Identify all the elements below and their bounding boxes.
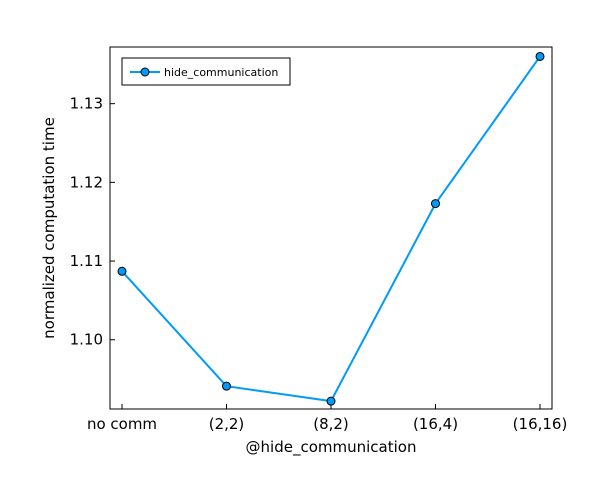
legend-marker <box>140 67 150 77</box>
y-axis-ticks: 1.10 1.11 1.12 1.13 <box>70 95 115 349</box>
x-tick-label: (2,2) <box>209 415 245 433</box>
y-tick-label: 1.10 <box>70 331 103 349</box>
data-point <box>431 199 440 209</box>
y-tick-label: 1.13 <box>70 95 103 113</box>
series-layer <box>117 51 545 406</box>
x-axis-ticks: no comm (2,2) (8,2) (16,4) (16,16) <box>87 404 567 433</box>
y-tick-label: 1.12 <box>70 173 103 191</box>
data-point <box>535 51 545 61</box>
legend-label: hide_communication <box>164 66 278 79</box>
data-point <box>222 381 231 391</box>
x-tick-label: (8,2) <box>313 415 349 433</box>
x-axis-label: @hide_communication <box>246 438 417 457</box>
data-point <box>117 266 127 276</box>
legend: hide_communication <box>121 57 291 86</box>
x-tick-label: no comm <box>87 415 157 433</box>
y-axis-label: normalized computation time <box>40 117 58 339</box>
x-tick-label: (16,4) <box>413 415 458 433</box>
data-point <box>326 396 336 406</box>
y-tick-label: 1.11 <box>70 252 103 270</box>
x-tick-label: (16,16) <box>513 415 568 433</box>
